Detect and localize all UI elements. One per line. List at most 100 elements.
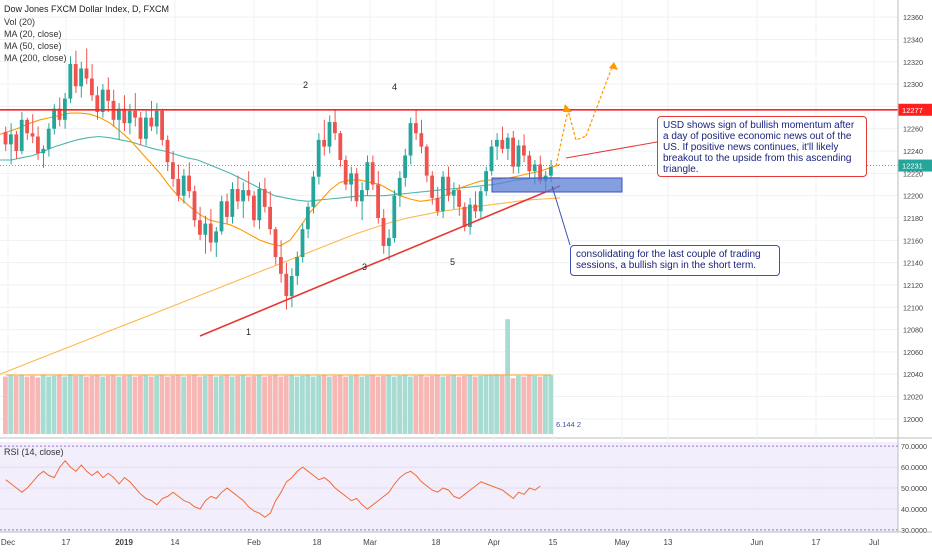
candle-body — [225, 201, 229, 217]
candle-body — [95, 95, 100, 112]
candle-body — [19, 119, 24, 152]
annotation-bullish-momentum[interactable]: USD shows sign of bullish momentum after… — [657, 116, 867, 177]
legend-volume[interactable]: Vol (20) — [4, 17, 36, 27]
volume-bar — [478, 375, 483, 434]
price-tick-label: 12000 — [903, 415, 923, 424]
wave-label: 1 — [246, 327, 251, 337]
candle-body — [160, 110, 164, 140]
volume-bar — [375, 376, 381, 434]
candle-body — [252, 195, 256, 221]
volume-bar — [3, 376, 8, 434]
rsi-tick-label: 40.0000 — [901, 505, 927, 514]
support-trendline[interactable] — [199, 185, 561, 337]
time-tick-label: May — [614, 538, 629, 547]
candle-body — [106, 89, 110, 101]
volume-bar — [332, 375, 338, 434]
candle-body — [144, 117, 148, 139]
candle-body — [549, 166, 553, 176]
candle-body — [117, 108, 121, 120]
volume-bar — [235, 375, 240, 434]
time-tick-label: 15 — [549, 538, 558, 547]
candle-body — [68, 64, 73, 99]
price-tick-label: 12140 — [903, 259, 923, 268]
volume-bar — [440, 376, 446, 434]
legend-ma20[interactable]: MA (20, close) — [4, 29, 62, 39]
volume-bar — [289, 374, 294, 434]
volume-bar — [397, 375, 402, 434]
candle-body — [327, 122, 332, 147]
time-tick-label: 18 — [432, 538, 441, 547]
wave-label: 4 — [392, 82, 397, 92]
volume-bar — [256, 374, 262, 434]
volume-bar — [445, 375, 451, 434]
volume-bar — [294, 376, 300, 434]
rsi-tick-label: 60.0000 — [901, 463, 927, 472]
ma20-line — [0, 112, 561, 247]
candle-body — [284, 273, 289, 297]
volume-bar — [359, 376, 365, 434]
wave-label: 3 — [362, 262, 367, 272]
candle-body — [338, 133, 343, 160]
price-tick-label: 12060 — [903, 348, 923, 357]
volume-bar — [418, 374, 424, 434]
volume-bar — [94, 374, 100, 434]
volume-bar — [402, 374, 408, 434]
candle-body — [392, 195, 397, 239]
candle-body — [343, 159, 348, 185]
volume-bar — [337, 374, 343, 434]
time-tick-label: 2019 — [115, 538, 133, 547]
volume-bar — [408, 376, 413, 434]
candle-body — [441, 176, 445, 212]
candle-body — [192, 191, 197, 221]
time-tick-label: Dec — [1, 538, 15, 547]
volume-bar — [543, 374, 548, 434]
volume-bar — [348, 375, 354, 434]
annotation-consolidating[interactable]: consolidating for the last couple of tra… — [570, 245, 780, 276]
price-tick-label: 12320 — [903, 58, 923, 67]
projection-path-2[interactable] — [585, 61, 615, 137]
volume-bar — [121, 375, 127, 434]
time-tick-label: 17 — [62, 538, 71, 547]
candle-body — [171, 162, 175, 179]
price-tick-label: 12200 — [903, 192, 923, 201]
time-tick-label: 17 — [812, 538, 821, 547]
candle-body — [149, 117, 154, 127]
rsi-tick-label: 30.0000 — [901, 526, 927, 535]
projection-path-1[interactable] — [555, 109, 587, 167]
last-price-tag-bg — [898, 159, 932, 172]
chart-title: Dow Jones FXCM Dollar Index, D, FXCM — [4, 4, 170, 14]
volume-bar — [138, 375, 143, 434]
consolidation-zone[interactable] — [491, 177, 623, 193]
candle-body — [187, 175, 191, 192]
volume-bar — [310, 376, 316, 434]
volume-bar — [240, 374, 246, 434]
volume-bar — [73, 375, 78, 434]
candle-body — [370, 162, 375, 185]
volume-bar — [370, 374, 375, 434]
volume-bar — [19, 374, 24, 434]
legend-ma200[interactable]: MA (200, close) — [4, 53, 67, 63]
time-tick-label: Apr — [488, 538, 501, 547]
candle-body — [25, 119, 29, 134]
candle-body — [419, 133, 424, 147]
resistance-price-tag-bg — [898, 103, 932, 116]
time-tick-label: Jun — [751, 538, 764, 547]
volume-bar — [505, 319, 510, 434]
volume-bar — [537, 376, 543, 434]
candle-body — [262, 188, 267, 207]
candle-body — [257, 188, 262, 221]
candle-body — [246, 190, 251, 196]
candle-body — [360, 190, 364, 202]
rsi-legend[interactable]: RSI (14, close) — [4, 447, 64, 457]
legend-ma50[interactable]: MA (50, close) — [4, 41, 62, 51]
volume-bar — [267, 375, 273, 434]
candle-body — [300, 229, 305, 258]
candle-body — [154, 110, 159, 127]
candle-body — [538, 164, 542, 182]
volume-bar — [532, 375, 537, 434]
volume-bar — [499, 374, 505, 434]
volume-bar — [483, 374, 489, 434]
time-tick-label: Jul — [869, 538, 879, 547]
